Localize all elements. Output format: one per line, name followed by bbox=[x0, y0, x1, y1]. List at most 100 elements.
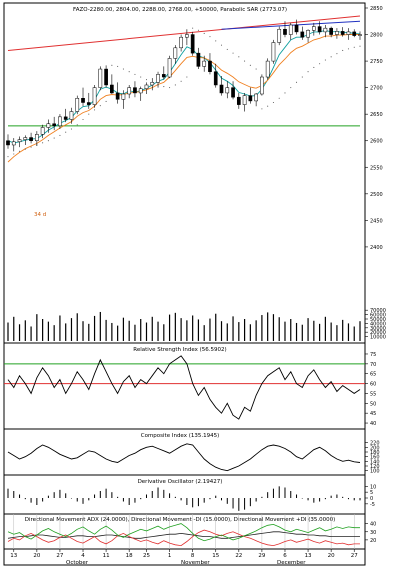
sar-dot bbox=[319, 63, 321, 65]
sar-dot bbox=[249, 64, 251, 66]
candle-body bbox=[104, 68, 108, 86]
candle-body bbox=[213, 71, 218, 86]
volume-bar bbox=[42, 319, 44, 341]
volume-bar bbox=[140, 319, 142, 341]
sar-dot bbox=[174, 84, 176, 86]
oscillator-bar bbox=[70, 498, 72, 499]
oscillator-bar bbox=[336, 494, 338, 498]
volume-bar bbox=[267, 312, 269, 341]
sar-dot bbox=[267, 105, 269, 107]
sar-dot bbox=[70, 128, 73, 130]
candle-body bbox=[161, 74, 166, 78]
rsi-layer bbox=[4, 355, 365, 420]
candle-body bbox=[29, 137, 33, 141]
oscillator-bar bbox=[82, 498, 84, 504]
rsi-tick-label: 40 bbox=[370, 421, 376, 427]
volume-bar bbox=[284, 321, 286, 341]
sar-dot bbox=[313, 66, 315, 69]
dmi-tick-label: 20 bbox=[370, 538, 376, 544]
candle-body bbox=[346, 31, 351, 35]
candle-body bbox=[208, 60, 212, 72]
oscillator-bar bbox=[7, 488, 9, 498]
oscillator-bar bbox=[88, 498, 90, 501]
oscillator-bar bbox=[261, 496, 263, 498]
volume-bar bbox=[30, 326, 32, 341]
candle-body bbox=[248, 95, 253, 102]
volume-bar bbox=[128, 320, 130, 341]
oscillator-bar bbox=[307, 498, 309, 501]
candle-body bbox=[306, 30, 310, 38]
candle-body bbox=[173, 47, 178, 59]
price-layer bbox=[6, 15, 362, 163]
volume-bar bbox=[180, 318, 182, 341]
sar-dot bbox=[18, 150, 21, 152]
volume-tick-label: 20000 bbox=[370, 330, 386, 336]
dmi-tick-label: 40 bbox=[370, 522, 376, 528]
volume-bar bbox=[36, 314, 38, 341]
oscillator-bar bbox=[122, 498, 124, 502]
sar-dot bbox=[307, 71, 309, 73]
candle-body bbox=[52, 123, 57, 127]
date-tick-label: 25 bbox=[143, 553, 150, 559]
candle-body bbox=[288, 24, 293, 35]
oscillator-bar bbox=[42, 498, 44, 502]
candle-body bbox=[311, 26, 316, 31]
volume-bar bbox=[93, 315, 96, 341]
moving-average-line bbox=[7, 34, 360, 163]
volume-bar bbox=[278, 317, 280, 341]
oscillator-bar bbox=[238, 498, 240, 511]
grid-layer bbox=[13, 514, 355, 549]
dmi-layer bbox=[7, 523, 360, 547]
oscillator-bar bbox=[111, 492, 113, 498]
oscillator-bar bbox=[359, 498, 361, 501]
candle-body bbox=[283, 28, 287, 35]
candle-body bbox=[254, 93, 258, 102]
candle-body bbox=[260, 76, 264, 95]
oscillator-bar bbox=[94, 494, 96, 498]
rsi-tick-label: 55 bbox=[370, 391, 376, 397]
rsi-tick-label: 50 bbox=[370, 401, 376, 407]
date-tick-label: 8 bbox=[191, 553, 195, 559]
volume-bar bbox=[232, 316, 234, 341]
sar-dot bbox=[140, 76, 142, 78]
candle-body bbox=[271, 42, 276, 62]
composite-tick-label: 220 bbox=[370, 441, 380, 447]
oscillator-bar bbox=[342, 496, 344, 498]
sar-dot bbox=[290, 87, 292, 89]
sar-dot bbox=[226, 48, 228, 50]
sar-dot bbox=[65, 131, 67, 133]
volume-bar bbox=[157, 321, 159, 341]
volume-bar bbox=[192, 315, 194, 341]
date-tick-label: 22 bbox=[235, 553, 242, 559]
volume-bar bbox=[111, 322, 113, 341]
rsi-tick-label: 60 bbox=[370, 382, 376, 388]
price-tick-label: 2750 bbox=[370, 59, 383, 65]
volume-bar bbox=[151, 316, 153, 341]
candle-body bbox=[81, 98, 85, 103]
date-tick-label: 15 bbox=[212, 553, 219, 559]
volume-bar bbox=[13, 316, 15, 341]
sar-dot bbox=[284, 92, 286, 94]
volume-bar bbox=[117, 325, 119, 341]
dmi-tick-label: 30 bbox=[370, 530, 376, 536]
volume-bar bbox=[261, 315, 263, 341]
sar-dot bbox=[209, 36, 211, 38]
volume-bar bbox=[174, 312, 176, 341]
candle-body bbox=[225, 87, 230, 94]
oscillator-bar bbox=[192, 498, 194, 508]
date-tick-label: 27 bbox=[351, 553, 358, 559]
volume-bar bbox=[76, 313, 78, 341]
volume-bar bbox=[186, 320, 188, 341]
volume-bar bbox=[105, 319, 107, 341]
composite-tick-label: 140 bbox=[370, 459, 380, 465]
month-label-december: December bbox=[277, 560, 306, 566]
sar-dot bbox=[105, 100, 107, 102]
oscillator-bar bbox=[59, 489, 61, 498]
oscillator-bar bbox=[174, 496, 176, 498]
candle-body bbox=[115, 92, 120, 100]
date-tick-label: 29 bbox=[258, 553, 265, 559]
sar-dot bbox=[76, 124, 78, 126]
candle-body bbox=[202, 60, 207, 67]
candle-body bbox=[35, 134, 39, 141]
volume-bar bbox=[215, 313, 217, 341]
